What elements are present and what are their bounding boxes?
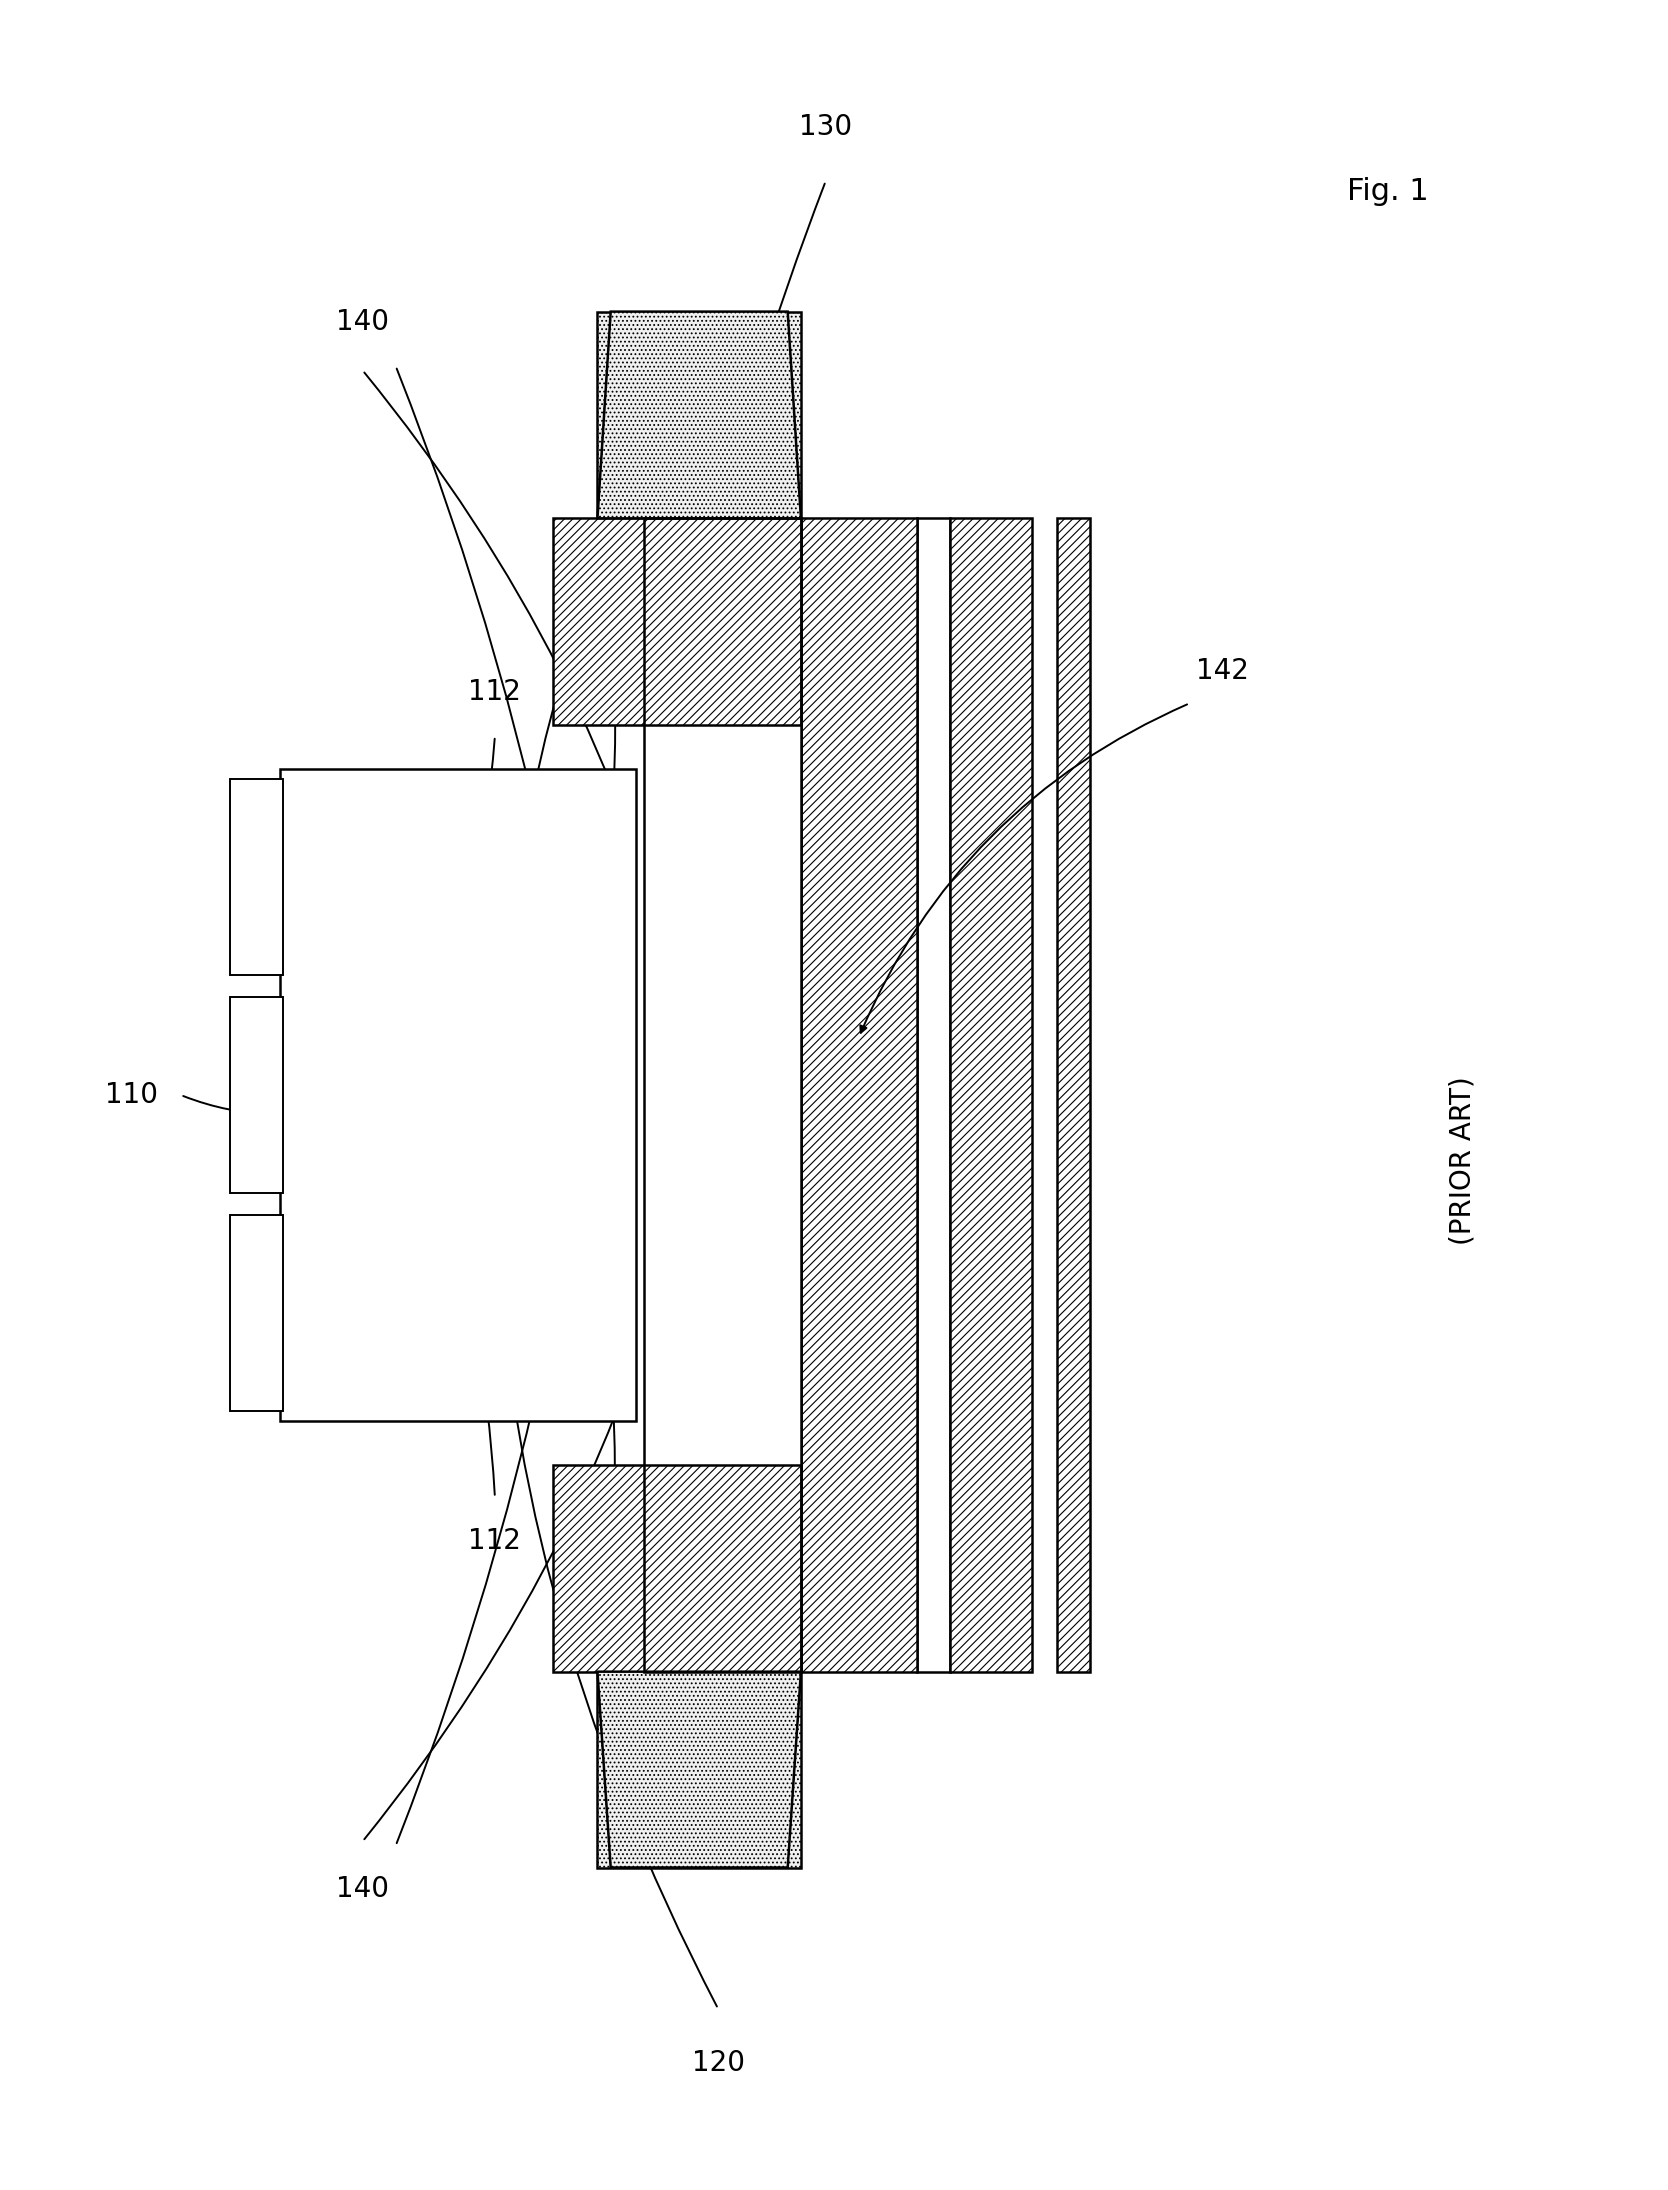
Bar: [552, 519, 801, 725]
Text: 140: 140: [335, 1875, 389, 1903]
Text: 130: 130: [799, 112, 852, 140]
Text: 142: 142: [1196, 657, 1249, 685]
Text: 140: 140: [335, 309, 389, 337]
Bar: [636, 725, 644, 1465]
Bar: [644, 519, 801, 1671]
Polygon shape: [597, 311, 801, 519]
Text: 112: 112: [469, 679, 522, 707]
Bar: [917, 519, 949, 1671]
Bar: [230, 1215, 284, 1410]
Text: 120: 120: [692, 2050, 744, 2078]
Bar: [801, 519, 917, 1671]
Text: 110: 110: [105, 1082, 157, 1108]
Bar: [230, 996, 284, 1194]
Text: (PRIOR ART): (PRIOR ART): [1448, 1075, 1476, 1244]
Text: Fig. 1: Fig. 1: [1348, 177, 1429, 206]
Bar: [644, 725, 801, 1465]
Bar: [644, 519, 801, 1671]
Bar: [597, 1671, 801, 1868]
Bar: [597, 311, 801, 519]
Bar: [949, 519, 1032, 1671]
Text: 112: 112: [469, 1526, 522, 1555]
Bar: [230, 780, 284, 975]
Bar: [1058, 519, 1091, 1671]
Bar: [280, 769, 636, 1421]
Bar: [552, 1465, 801, 1671]
Polygon shape: [597, 1671, 801, 1868]
